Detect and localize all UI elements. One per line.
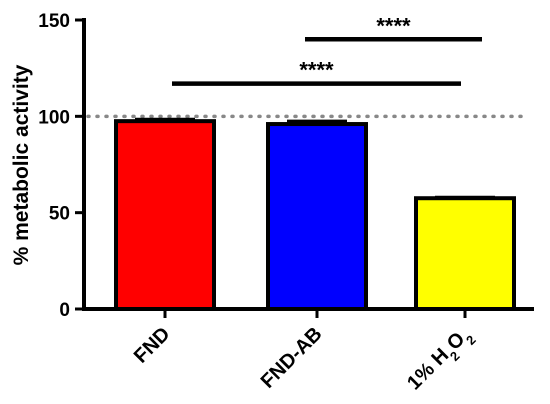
- bar-0: [114, 119, 216, 312]
- significance-label-0: ****: [299, 58, 334, 83]
- y-tick-label-50: 50: [49, 204, 70, 225]
- x-tick-label-2: 1% H2O2: [403, 323, 478, 398]
- x-tick-label-1: FND-AB: [257, 323, 327, 393]
- y-tick-label-100: 100: [38, 107, 70, 128]
- y-tick-label-150: 150: [38, 11, 70, 32]
- significance-label-1: ****: [376, 13, 411, 38]
- y-axis-label: % metabolic activity: [10, 64, 33, 265]
- bar-1: [266, 122, 368, 312]
- y-tick-label-0: 0: [59, 300, 70, 321]
- bar-2: [414, 196, 516, 311]
- x-tick-label-0: FND: [130, 323, 175, 368]
